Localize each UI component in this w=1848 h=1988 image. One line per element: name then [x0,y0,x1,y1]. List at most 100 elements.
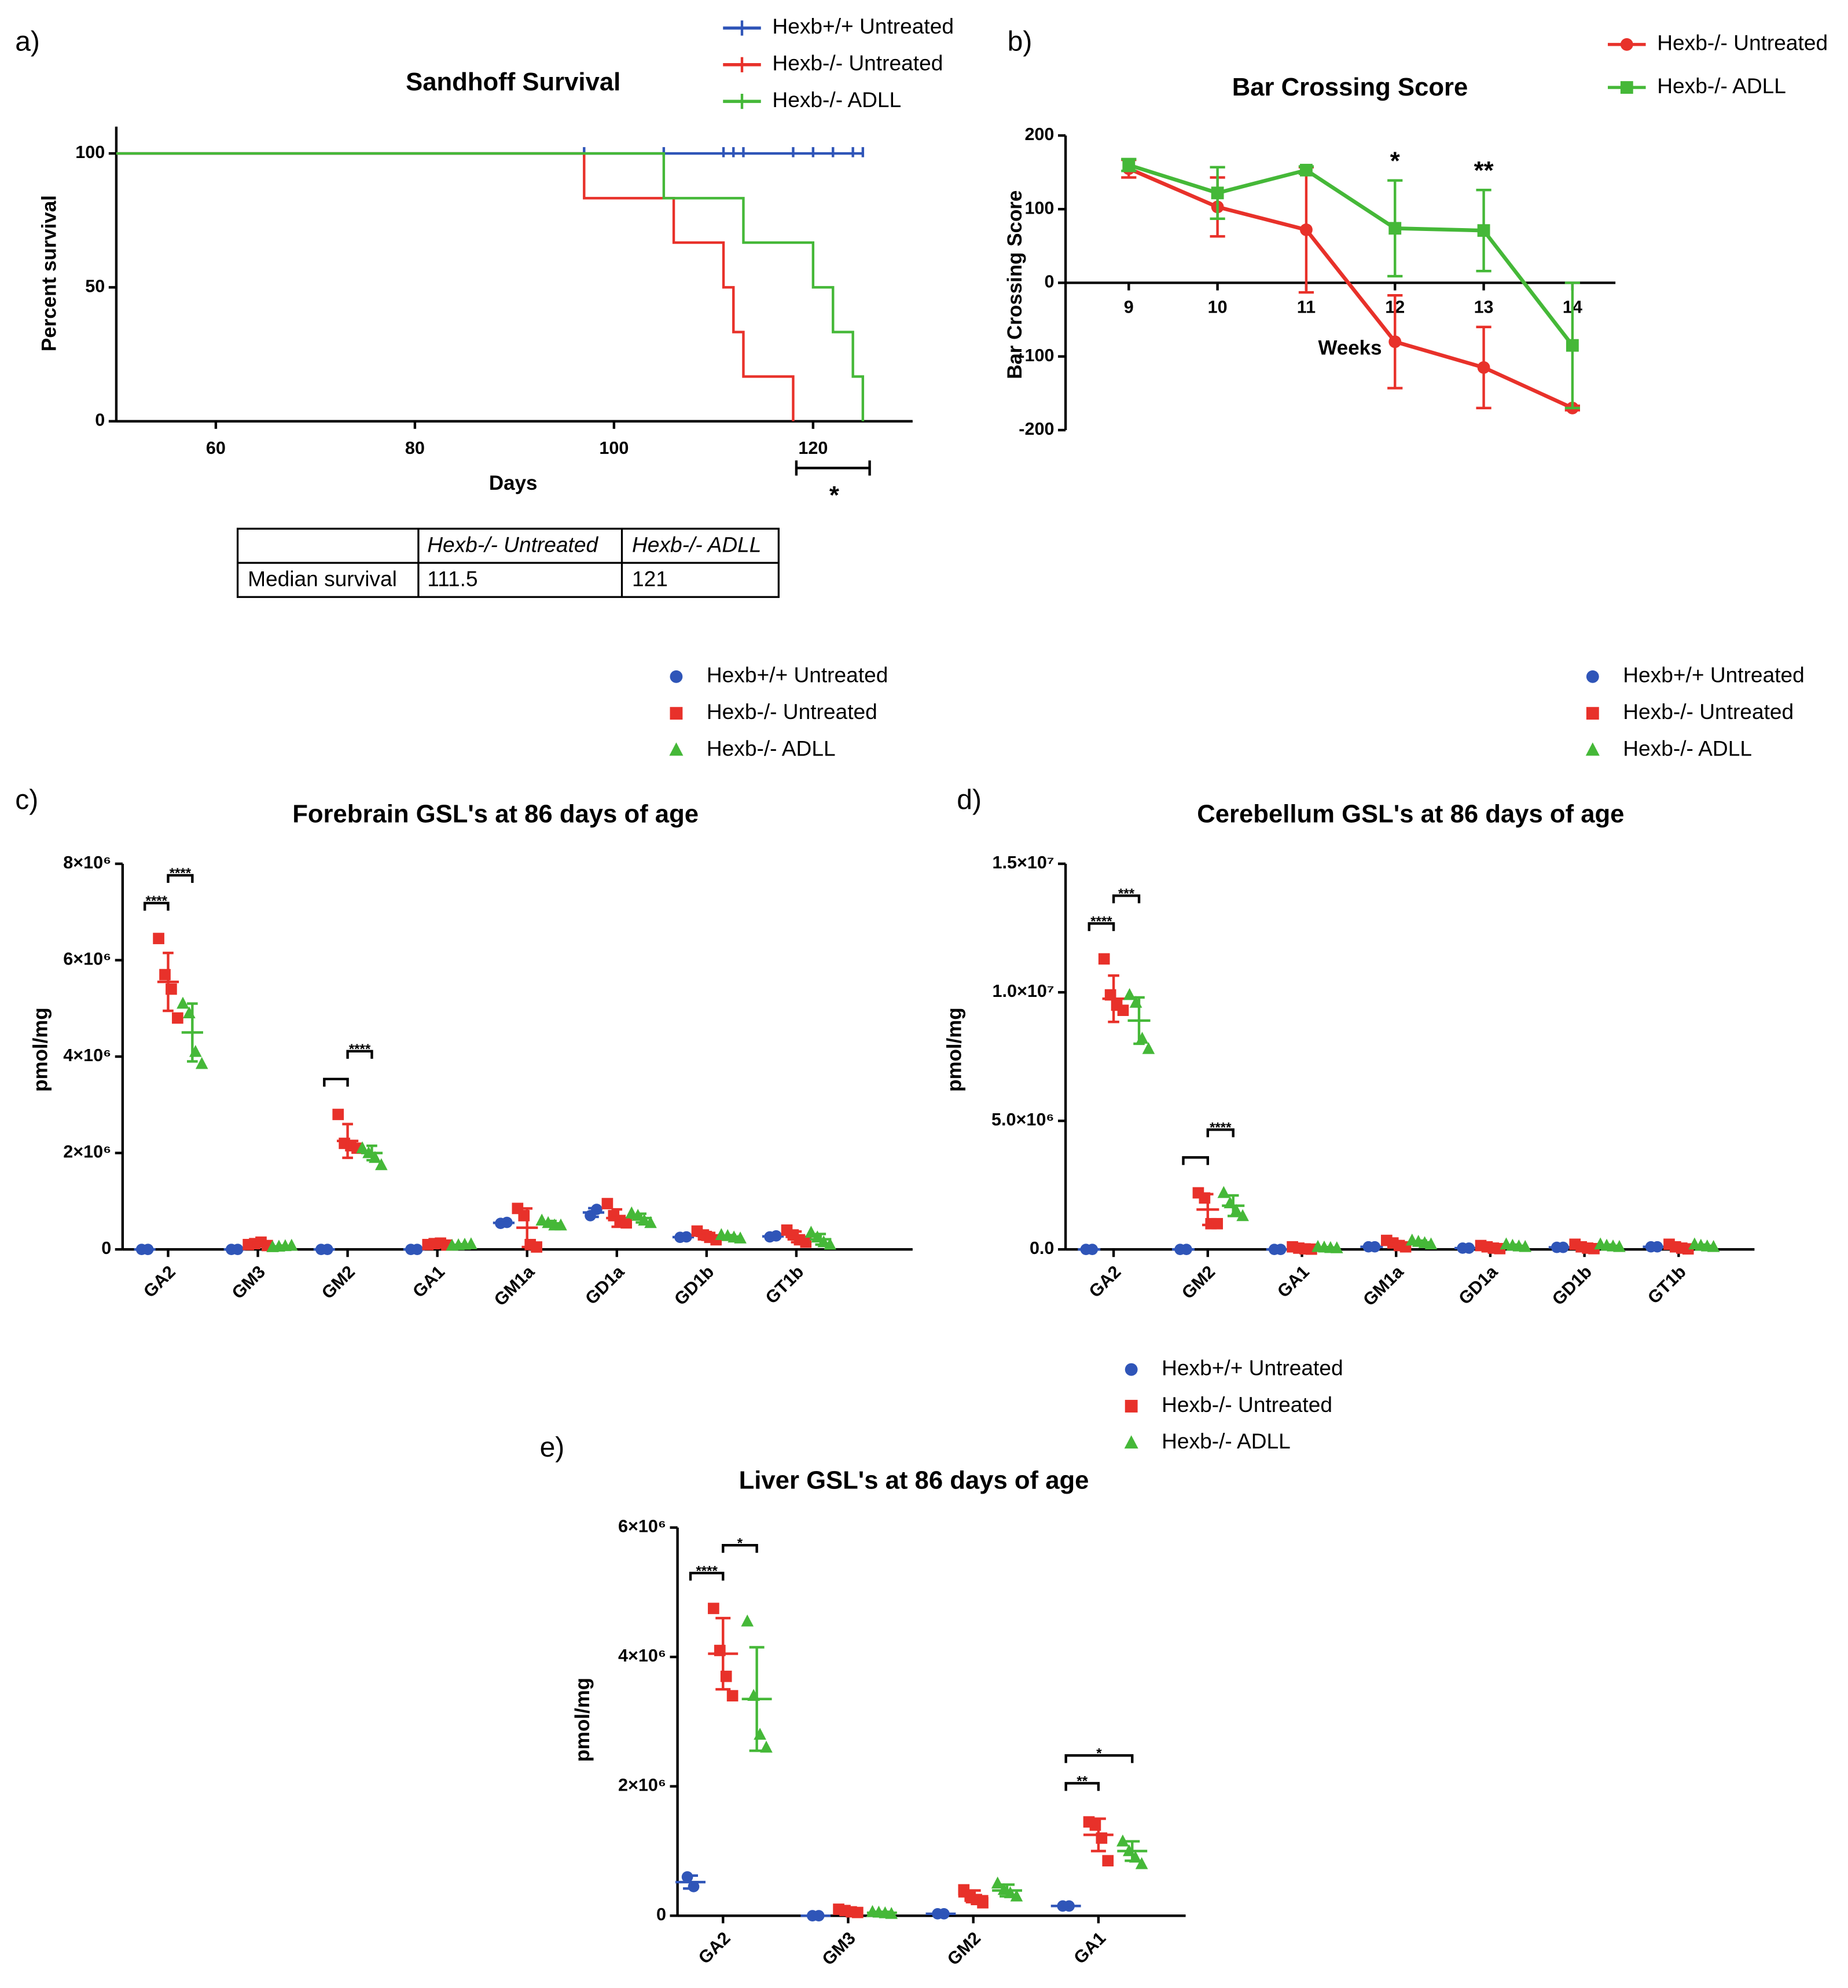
marker [1477,361,1490,374]
x-tick-label: GA2 [139,1262,179,1301]
error-bar [1673,1244,1685,1250]
x-tick-label: GM1a [490,1261,539,1310]
legend-label: Hexb-/- ADLL [1162,1429,1291,1453]
x-tick-label: GD1b [1548,1262,1596,1310]
marker [177,996,189,1009]
y-tick-label: 1.0×10⁷ [992,981,1054,1001]
error-bar [815,1233,826,1246]
marker [1388,335,1402,349]
legend-label: Hexb-/- Untreated [772,51,943,75]
annotation: * [1390,147,1400,175]
significance-bracket [1112,894,1141,904]
error-bar [715,1616,731,1691]
marker [804,1226,818,1238]
marker [1098,953,1110,965]
x-tick-label: 10 [1208,297,1228,317]
x-axis-label: Weeks [1318,336,1382,359]
error-bar [588,1206,599,1219]
error-bar [1133,996,1145,1046]
x-tick-label: GA2 [695,1928,734,1968]
y-tick-label: 8×10⁶ [63,853,111,872]
marker [726,1690,739,1702]
error-bar [701,1231,712,1241]
annotation: *** [1118,886,1135,901]
marker [644,1216,657,1228]
error-bar [1296,1246,1308,1251]
x-tick-label: GT1b [1644,1262,1689,1308]
error-bar [874,1910,890,1915]
y-tick-label: -200 [1019,419,1054,439]
legend-label: Hexb-/- Untreated [707,699,877,724]
significance-bracket [689,1571,725,1581]
marker [1125,1400,1138,1413]
significance-bracket [1064,1782,1100,1791]
marker [1124,1435,1138,1449]
annotation: **** [1210,1120,1232,1135]
marker [1566,339,1579,352]
error-bar [965,1889,981,1903]
x-tick-label: GA1 [409,1262,449,1301]
error-bar [635,1212,646,1224]
annotation: **** [696,1563,718,1579]
chart-title: Cerebellum GSL's at 86 days of age [1197,800,1624,828]
error-bar [1416,1239,1427,1246]
marker [1010,1889,1023,1902]
significance-bracket [1182,1156,1209,1165]
x-tick-label: 120 [798,438,828,458]
marker [1620,38,1633,51]
y-tick-label: 0 [95,410,105,430]
marker [741,1614,754,1627]
marker [172,1012,183,1024]
marker [1300,163,1313,177]
marker [531,1241,542,1253]
marker [375,1158,388,1171]
x-tick-label: 9 [1124,297,1134,317]
annotation: **** [1090,914,1112,929]
panel-label: e) [540,1432,565,1463]
y-axis-label: pmol/mg [943,1007,965,1092]
plot-area [116,147,865,421]
error-bar [1108,974,1119,1024]
significance-bracket [722,1543,758,1553]
error-bar [1485,1244,1496,1250]
y-tick-label: -100 [1019,346,1054,365]
y-tick-label: 100 [1024,198,1054,218]
marker [195,1057,208,1069]
error-bar [342,1123,353,1160]
annotation: **** [146,893,168,909]
marker [669,742,684,756]
y-tick-label: 0.0 [1030,1238,1055,1258]
error-bar [521,1207,533,1249]
marker [1123,988,1136,1000]
error-bar [725,1234,737,1239]
legend-label: Hexb+/+ Untreated [707,663,888,687]
significance-bracket [1206,1128,1235,1138]
error-bar [456,1242,467,1247]
error-bar [432,1242,443,1246]
marker [1388,222,1402,235]
error-bar [1090,1817,1106,1853]
y-tick-label: 100 [75,142,105,162]
legend-label: Hexb+/+ Untreated [1162,1355,1343,1380]
table-cell: 121 [632,567,668,591]
chart-title: Sandhoff Survival [406,68,620,96]
x-tick-label: 11 [1297,297,1316,317]
x-tick-label: 60 [206,438,226,458]
marker [620,1217,632,1229]
marker [356,1141,369,1154]
legend-label: Hexb-/- ADLL [1623,736,1752,760]
marker [285,1238,298,1251]
significance-bracket [143,901,170,911]
marker [991,1876,1004,1889]
panel-label: c) [15,785,38,816]
y-tick-label: 50 [85,276,105,296]
x-tick-label: GM1a [1360,1261,1408,1310]
error-bar [546,1219,557,1227]
error-bar [840,1908,856,1914]
x-tick-label: GM2 [943,1928,984,1969]
marker [1585,742,1600,756]
error-bar [749,1646,765,1752]
annotation: ** [1077,1774,1088,1789]
